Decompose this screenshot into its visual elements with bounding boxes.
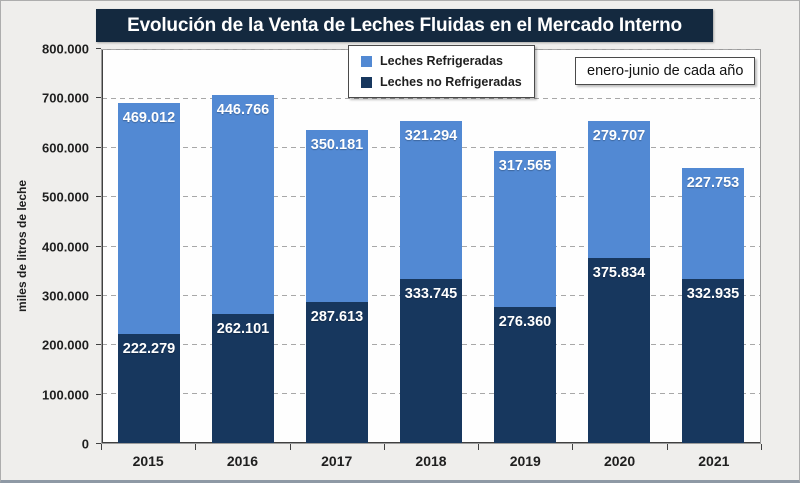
x-tick-label-2015: 2015 — [132, 453, 164, 469]
bar-segment-refrigeradas-2020: 279.707 — [588, 120, 650, 259]
y-tick-label: 300.000 — [42, 288, 89, 304]
bar-segment-refrigeradas-2017: 350.181 — [306, 129, 368, 302]
x-tick-mark — [478, 444, 480, 450]
bar-stack-2018: 321.294 333.745 — [400, 50, 462, 443]
legend-item-refrigeradas: Leches Refrigeradas — [361, 54, 522, 68]
x-tick-label-2018: 2018 — [415, 453, 447, 469]
bar-value-label: 375.834 — [592, 265, 646, 282]
chart-title: Evolución de la Venta de Leches Fluidas … — [96, 9, 713, 42]
bar-value-label: 333.745 — [404, 286, 458, 303]
x-tick-mark — [195, 444, 197, 450]
legend-swatch-refrigeradas — [361, 55, 372, 67]
x-tick-label-2016: 2016 — [226, 453, 258, 469]
bar-segment-no-refrigeradas-2019: 276.360 — [494, 307, 556, 443]
x-tick-mark — [383, 444, 385, 450]
legend-box: Leches Refrigeradas Leches no Refrigerada… — [348, 45, 535, 98]
bar-value-label: 317.565 — [498, 158, 552, 175]
bar-value-label: 287.613 — [310, 308, 364, 325]
bars-layer: 469.012 222.279 446.766 262.101 350.181 287.6… — [102, 50, 760, 443]
bar-value-label: 262.101 — [216, 321, 270, 338]
x-axis-labels: 2015 2016 2017 2018 2019 2020 2021 — [101, 453, 761, 469]
bar-stack-2016: 446.766 262.101 — [212, 50, 274, 443]
y-tick-label: 700.000 — [42, 90, 89, 106]
y-tick-mark — [96, 443, 101, 444]
bar-group-2019: 317.565 276.360 — [478, 50, 572, 443]
bar-segment-no-refrigeradas-2018: 333.745 — [400, 279, 462, 443]
bar-group-2016: 446.766 262.101 — [196, 50, 290, 443]
y-tick-mark — [96, 393, 101, 395]
y-axis-line — [102, 50, 103, 443]
bar-value-label: 227.753 — [686, 174, 740, 191]
y-tick-mark — [96, 146, 101, 148]
legend-label: Leches no Refrigeradas — [380, 75, 522, 89]
bar-value-label: 469.012 — [122, 110, 176, 127]
x-tick-mark — [572, 444, 574, 450]
x-tick-mark — [289, 444, 291, 450]
y-tick-label: 0 — [81, 436, 89, 452]
y-tick-mark — [96, 294, 101, 296]
bar-stack-2021: 227.753 332.935 — [682, 50, 744, 443]
legend-swatch-no-refrigeradas — [361, 76, 372, 88]
legend-item-no-refrigeradas: Leches no Refrigeradas — [361, 75, 522, 89]
bar-group-2015: 469.012 222.279 — [102, 50, 196, 443]
x-tick-mark — [666, 444, 668, 450]
bar-segment-refrigeradas-2021: 227.753 — [682, 167, 744, 280]
y-axis-ticks — [96, 48, 101, 444]
bar-segment-refrigeradas-2018: 321.294 — [400, 121, 462, 280]
y-tick-mark — [96, 97, 101, 99]
bar-value-label: 279.707 — [592, 127, 646, 144]
y-tick-mark — [96, 196, 101, 198]
bar-segment-no-refrigeradas-2016: 262.101 — [212, 314, 274, 443]
bar-value-label: 350.181 — [310, 136, 364, 153]
x-tick-label-2017: 2017 — [321, 453, 353, 469]
plot-area: 469.012 222.279 446.766 262.101 350.181 287.6… — [101, 49, 761, 444]
bar-segment-no-refrigeradas-2017: 287.613 — [306, 301, 368, 443]
y-tick-label: 200.000 — [42, 337, 89, 353]
bar-group-2018: 321.294 333.745 — [384, 50, 478, 443]
bar-segment-refrigeradas-2016: 446.766 — [212, 94, 274, 315]
bar-stack-2017: 350.181 287.613 — [306, 50, 368, 443]
bar-segment-refrigeradas-2015: 469.012 — [118, 103, 180, 334]
y-tick-label: 400.000 — [42, 239, 89, 254]
bar-group-2020: 279.707 375.834 — [572, 50, 666, 443]
bar-segment-no-refrigeradas-2020: 375.834 — [588, 258, 650, 443]
x-tick-mark — [761, 444, 762, 450]
bar-stack-2015: 469.012 222.279 — [118, 50, 180, 443]
y-tick-label: 100.000 — [42, 387, 89, 403]
x-tick-label-2020: 2020 — [603, 453, 636, 469]
y-tick-mark — [96, 245, 101, 247]
x-tick-label-2021: 2021 — [698, 453, 730, 469]
y-tick-label: 800.000 — [42, 41, 89, 57]
y-tick-label: 600.000 — [42, 140, 89, 156]
x-tick-mark — [101, 444, 102, 450]
gridline — [102, 98, 760, 100]
y-tick-mark — [96, 48, 101, 49]
bar-value-label: 321.294 — [404, 128, 458, 145]
legend-items: Leches Refrigeradas Leches no Refrigerada… — [361, 54, 522, 89]
bar-segment-refrigeradas-2019: 317.565 — [494, 151, 556, 308]
x-tick-label-2019: 2019 — [509, 453, 541, 469]
bar-value-label: 332.935 — [686, 286, 740, 303]
y-tick-label: 500.000 — [42, 189, 89, 205]
bar-stack-2019: 317.565 276.360 — [494, 50, 556, 443]
y-axis-labels: 0 100.000 200.000 300.000 400.000 500.000 600.… — [1, 42, 94, 452]
bar-value-label: 446.766 — [216, 101, 270, 118]
bar-value-label: 222.279 — [122, 340, 176, 357]
y-tick-mark — [96, 344, 101, 346]
bar-segment-no-refrigeradas-2015: 222.279 — [118, 333, 180, 443]
bar-stack-2020: 279.707 375.834 — [588, 50, 650, 443]
bar-group-2021: 227.753 332.935 — [666, 50, 760, 443]
bar-value-label: 276.360 — [498, 314, 552, 331]
bar-segment-no-refrigeradas-2021: 332.935 — [682, 279, 744, 443]
x-axis-ticks — [101, 444, 762, 450]
legend-label: Leches Refrigeradas — [380, 54, 503, 68]
annotation-box: enero-junio de cada año — [575, 57, 756, 85]
bar-group-2017: 350.181 287.613 — [290, 50, 384, 443]
